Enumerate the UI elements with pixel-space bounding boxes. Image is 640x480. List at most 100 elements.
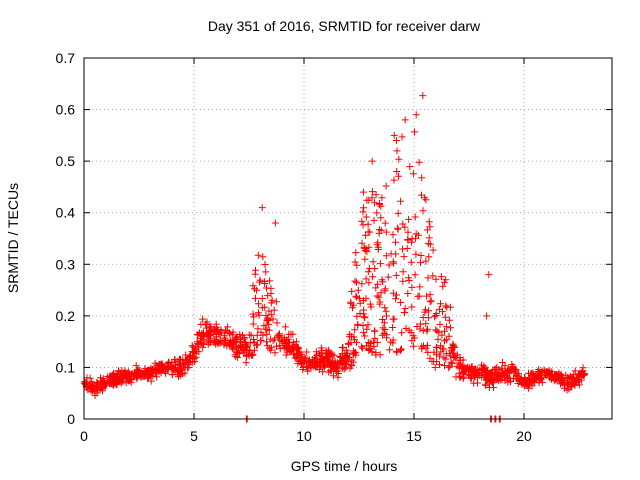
- data-point: [215, 339, 223, 346]
- data-point: [424, 325, 431, 333]
- data-point: [501, 362, 509, 370]
- data-point: [88, 388, 96, 396]
- data-point: [206, 323, 214, 331]
- data-point: [126, 377, 134, 385]
- data-point: [449, 340, 457, 348]
- data-point: [352, 278, 360, 286]
- data-point: [490, 377, 498, 384]
- data-point: [250, 313, 258, 321]
- data-point: [237, 337, 245, 345]
- data-point: [102, 379, 110, 387]
- x-tick-label: 20: [516, 428, 532, 444]
- data-point: [308, 359, 316, 366]
- data-point: [423, 292, 431, 300]
- data-point: [437, 348, 445, 356]
- data-point: [512, 369, 520, 377]
- data-point: [562, 371, 570, 379]
- data-point: [271, 219, 279, 227]
- data-point: [191, 358, 199, 366]
- data-point: [243, 351, 250, 359]
- data-point: [422, 306, 429, 314]
- data-point: [404, 290, 412, 297]
- data-point: [412, 111, 420, 119]
- data-point: [311, 360, 319, 368]
- data-point: [427, 297, 435, 305]
- data-point: [375, 293, 383, 301]
- data-point: [364, 321, 372, 329]
- data-point: [339, 355, 347, 363]
- data-point: [384, 273, 392, 281]
- data-point: [257, 337, 265, 345]
- data-point: [409, 342, 417, 350]
- data-point: [97, 377, 105, 385]
- data-point: [354, 286, 362, 294]
- data-point: [538, 378, 546, 386]
- data-point: [480, 365, 488, 373]
- data-point: [504, 378, 512, 386]
- data-point: [174, 373, 182, 381]
- data-point: [482, 382, 490, 390]
- data-point: [291, 354, 299, 362]
- data-point: [267, 284, 275, 292]
- data-point: [360, 204, 368, 212]
- data-point: [548, 368, 556, 376]
- data-point: [426, 298, 434, 306]
- data-point: [253, 286, 261, 294]
- data-point: [217, 328, 225, 336]
- data-point: [195, 329, 203, 337]
- data-point: [228, 331, 236, 339]
- data-point: [186, 352, 194, 359]
- data-point: [382, 228, 390, 236]
- data-point: [405, 215, 413, 223]
- data-point: [380, 319, 388, 327]
- data-point: [447, 358, 455, 366]
- data-point: [358, 217, 366, 225]
- data-point: [281, 323, 289, 331]
- data-point: [381, 326, 389, 333]
- data-point: [344, 339, 352, 347]
- data-point: [488, 369, 495, 377]
- data-point: [199, 343, 207, 351]
- data-point: [255, 300, 262, 308]
- y-tick-label: 0.2: [56, 308, 76, 324]
- x-tick-label: 10: [296, 428, 312, 444]
- data-point: [572, 378, 580, 386]
- data-point: [417, 252, 425, 259]
- data-point: [327, 362, 334, 370]
- data-point: [376, 351, 384, 359]
- data-point: [432, 312, 440, 319]
- data-point: [351, 349, 359, 357]
- data-point: [240, 335, 248, 343]
- data-point: [366, 339, 374, 347]
- data-point: [547, 372, 555, 380]
- data-point: [174, 357, 182, 365]
- data-point: [375, 226, 383, 234]
- data-point: [487, 372, 495, 380]
- data-point: [376, 260, 384, 268]
- data-point: [392, 295, 400, 303]
- data-point: [113, 372, 121, 380]
- data-point: [359, 208, 367, 216]
- data-point: [373, 241, 381, 249]
- data-point: [90, 383, 98, 391]
- data-point: [282, 351, 290, 359]
- data-point: [554, 371, 562, 379]
- data-point: [426, 291, 434, 299]
- data-point: [372, 284, 380, 292]
- plot-frame: [83, 57, 613, 420]
- data-point: [399, 268, 407, 276]
- data-point: [529, 375, 537, 383]
- data-point: [263, 338, 270, 346]
- data-point: [422, 257, 430, 265]
- data-point: [382, 182, 390, 190]
- data-point: [179, 370, 187, 378]
- data-point: [356, 294, 364, 302]
- data-point: [203, 318, 211, 326]
- data-point: [167, 362, 174, 370]
- data-point: [483, 370, 491, 378]
- data-point: [392, 238, 400, 246]
- y-tick-label: 0: [67, 411, 75, 427]
- data-point: [525, 379, 533, 387]
- data-point: [401, 223, 409, 231]
- data-point: [571, 367, 579, 375]
